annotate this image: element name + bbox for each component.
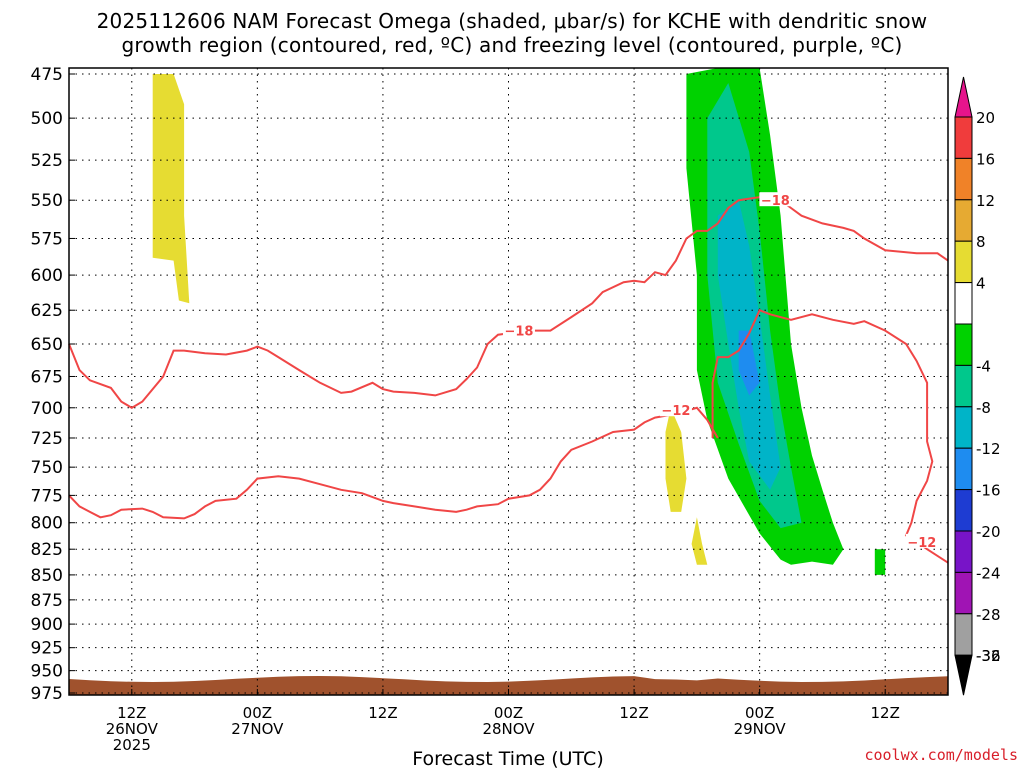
- colorbar-label: 8: [976, 233, 986, 251]
- colorbar: 20 16 12 8 4 -4 -8 -12 -16 -20 -24 -28 -32-36: [954, 76, 1001, 696]
- x-tick-label: 00Z: [745, 704, 774, 722]
- x-tick-label: 26NOV: [106, 720, 159, 738]
- x-tick-label: 12Z: [871, 704, 900, 722]
- y-tick-label: 900: [31, 615, 63, 635]
- credit-text: coolwx.com/models: [864, 746, 1018, 764]
- colorbar-bin: [954, 199, 973, 242]
- contour-label-bg: [759, 192, 792, 207]
- colorbar-bin: [954, 406, 973, 449]
- contour-layer: −18 −18 −12 −12: [68, 192, 949, 564]
- colorbar-label: -28: [976, 606, 1001, 624]
- colorbar-bin: [954, 364, 973, 408]
- omega-shade-2: [691, 517, 708, 565]
- colorbar-bin: [954, 116, 973, 159]
- colorbar-bin: [954, 613, 973, 656]
- y-tick-label: 650: [31, 335, 63, 355]
- x-tick-label: 00Z: [243, 704, 272, 722]
- y-tick-label: 975: [31, 684, 63, 704]
- x-tick-label: 28NOV: [482, 720, 535, 738]
- contour-label-bg: [502, 322, 535, 337]
- y-tick-label: 925: [31, 639, 63, 659]
- y-tick-label: 475: [31, 65, 63, 85]
- contour-line-2: [68, 406, 719, 520]
- x-tick-label: 12Z: [117, 704, 146, 722]
- colorbar-label: -36: [976, 647, 1001, 665]
- y-tick-label: 825: [31, 540, 63, 560]
- y-axis: 475 500 525 550 575 600 625 650 675 700 725 750 775 8…: [31, 65, 75, 704]
- y-tick-label: 550: [31, 191, 63, 211]
- colorbar-label: -4: [976, 357, 991, 375]
- y-tick-label: 800: [31, 514, 63, 534]
- contour-label: −12: [661, 404, 690, 419]
- colorbar-label: -16: [976, 482, 1001, 500]
- x-tick-label: 00Z: [494, 704, 523, 722]
- omega-shade-7: [738, 330, 760, 396]
- colorbar-bin: [954, 489, 973, 532]
- colorbar-under-triangle: [954, 654, 973, 696]
- y-tick-label: 525: [31, 151, 63, 171]
- colorbar-label: 20: [976, 109, 995, 127]
- colorbar-bin: [954, 323, 973, 366]
- colorbar-bin: [954, 240, 973, 284]
- colorbar-label: -8: [976, 399, 991, 417]
- x-tick-label: 12Z: [368, 704, 397, 722]
- y-tick-label: 600: [31, 266, 63, 286]
- grid-layer: [69, 68, 948, 695]
- x-tick-label: 12Z: [619, 704, 648, 722]
- y-tick-label: 950: [31, 662, 63, 682]
- colorbar-bin: [954, 571, 973, 615]
- y-tick-label: 775: [31, 486, 63, 506]
- omega-shade-1: [665, 407, 687, 512]
- x-tick-label: 29NOV: [734, 720, 787, 738]
- chart-title-line1: 2025112606 NAM Forecast Omega (shaded, μ…: [96, 9, 928, 33]
- y-tick-label: 625: [31, 301, 63, 321]
- y-tick-label: 500: [31, 109, 63, 129]
- x-tick-label: 27NOV: [231, 720, 284, 738]
- contour-label: −18: [504, 325, 533, 340]
- colorbar-over-triangle: [954, 76, 973, 118]
- omega-shading-layer: [152, 68, 886, 575]
- colorbar-bin: [954, 447, 973, 491]
- colorbar-label: -24: [976, 564, 1001, 582]
- y-tick-label: 850: [31, 566, 63, 586]
- colorbar-label: -20: [976, 523, 1001, 541]
- chart-title-line2: growth region (contoured, red, ºC) and f…: [121, 33, 903, 57]
- x-axis-title: Forecast Time (UTC): [412, 748, 603, 768]
- colorbar-label: 16: [976, 150, 995, 168]
- contour-label-bg: [659, 402, 692, 417]
- y-tick-label: 575: [31, 229, 63, 249]
- colorbar-bin: [954, 157, 973, 201]
- omega-shade-4: [874, 549, 886, 575]
- y-tick-label: 750: [31, 458, 63, 478]
- colorbar-bin: [954, 282, 973, 325]
- y-tick-label: 675: [31, 367, 63, 387]
- omega-shade-0: [152, 74, 190, 304]
- colorbar-label: -32: [976, 647, 1001, 665]
- colorbar-label: 4: [976, 275, 986, 293]
- x-tick-label: 2025: [113, 736, 151, 754]
- colorbar-label: 12: [976, 192, 995, 210]
- y-tick-label: 875: [31, 591, 63, 611]
- colorbar-bin: [954, 530, 973, 573]
- contour-label: −18: [761, 194, 790, 209]
- y-tick-label: 725: [31, 429, 63, 449]
- y-tick-label: 700: [31, 399, 63, 419]
- contour-line-3: [711, 308, 949, 564]
- contour-label: −12: [907, 536, 936, 551]
- colorbar-label: -12: [976, 440, 1001, 458]
- contour-label-bg: [905, 533, 938, 548]
